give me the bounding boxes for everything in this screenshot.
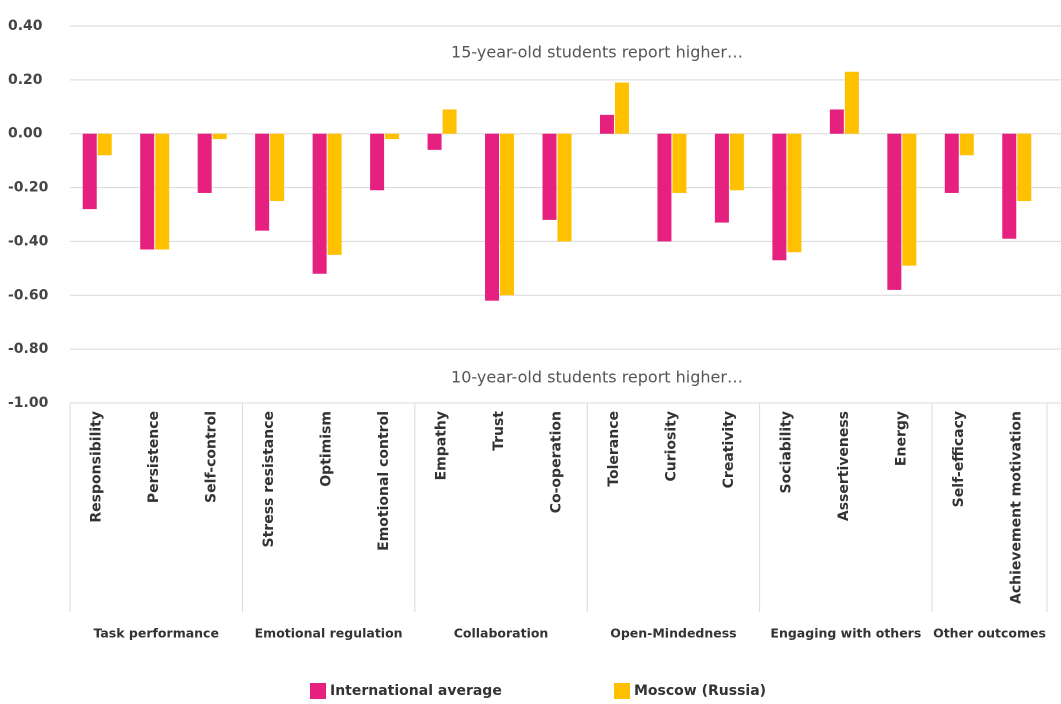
bar (959, 133, 974, 156)
annotation: 15-year-old students report higher… (451, 43, 743, 62)
group-label: Collaboration (454, 626, 549, 641)
x-tick-label: Tolerance (606, 411, 622, 487)
bar (97, 133, 112, 156)
bar (270, 133, 285, 202)
x-tick-label: Emotional control (376, 411, 392, 551)
bar (500, 133, 515, 296)
bar (944, 133, 959, 193)
bar (155, 133, 170, 250)
group-label: Other outcomes (933, 626, 1046, 641)
legend-label: Moscow (Russia) (634, 683, 766, 699)
x-tick-label: Assertiveness (836, 411, 852, 521)
y-tick-label: 0.00 (8, 126, 43, 142)
y-tick-label: -1.00 (8, 395, 49, 411)
annotation: 10-year-old students report higher… (451, 368, 743, 387)
y-tick-label: 0.20 (8, 72, 43, 88)
x-tick-label: Creativity (721, 411, 737, 488)
bar (197, 133, 212, 193)
x-tick-label: Optimism (319, 411, 335, 487)
bar (82, 133, 97, 210)
bar (829, 109, 844, 134)
bar (370, 133, 385, 191)
group-label: Engaging with others (770, 626, 921, 641)
bar (902, 133, 917, 266)
x-tick-label: Curiosity (663, 411, 679, 482)
bar (614, 82, 629, 134)
legend-swatch (310, 683, 326, 699)
bar (787, 133, 802, 253)
x-tick-label: Responsibility (89, 411, 105, 523)
bar (557, 133, 572, 242)
bar (1002, 133, 1017, 239)
bar (327, 133, 342, 255)
y-tick-label: 0.40 (8, 18, 43, 34)
bar (844, 71, 859, 134)
y-tick-label: -0.80 (8, 341, 49, 357)
bar (542, 133, 557, 220)
bar (442, 109, 457, 134)
x-tick-label: Energy (893, 411, 909, 466)
x-tick-label: Persistence (146, 411, 162, 503)
x-tick-label: Stress resistance (261, 411, 277, 547)
bar (212, 133, 227, 140)
bar (255, 133, 270, 231)
bar (887, 133, 902, 290)
bar (140, 133, 155, 250)
y-tick-label: -0.20 (8, 180, 49, 196)
bar (385, 133, 400, 140)
bar (714, 133, 729, 223)
y-tick-label: -0.60 (8, 287, 49, 303)
bar (599, 114, 614, 134)
x-tick-label: Self-control (204, 411, 220, 503)
bar (657, 133, 672, 242)
group-label: Emotional regulation (255, 626, 403, 641)
bar (485, 133, 500, 301)
bar (1017, 133, 1032, 202)
x-tick-label: Self-efficacy (951, 411, 967, 507)
legend-swatch (614, 683, 630, 699)
group-label: Task performance (93, 626, 218, 641)
bar (772, 133, 787, 261)
x-tick-label: Trust (491, 411, 507, 451)
y-tick-label: -0.40 (8, 233, 49, 249)
legend-label: International average (330, 683, 502, 699)
group-label: Open-Mindedness (610, 626, 736, 641)
bar (427, 133, 442, 150)
x-tick-label: Sociability (778, 411, 794, 493)
x-tick-label: Achievement motivation (1008, 411, 1024, 604)
bar (672, 133, 687, 193)
x-tick-label: Empathy (434, 411, 450, 480)
x-tick-label: Co-operation (549, 411, 565, 513)
bar (312, 133, 327, 274)
bar (729, 133, 744, 191)
